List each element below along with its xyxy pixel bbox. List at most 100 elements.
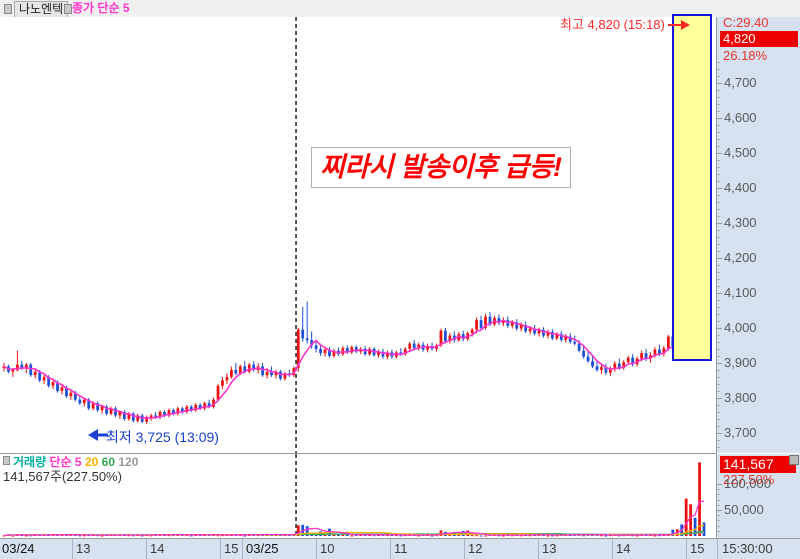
candle-body — [377, 351, 380, 356]
time-axis-separator — [72, 539, 73, 559]
candle-body — [519, 325, 523, 329]
time-axis-label: 14 — [150, 541, 165, 556]
candle-body — [386, 352, 389, 357]
volume-bar — [684, 498, 688, 536]
volume-bar — [479, 535, 483, 537]
time-axis-label: 12 — [468, 541, 483, 556]
price-axis-minor-tick — [717, 377, 720, 378]
price-axis-minor-tick — [717, 90, 720, 91]
candle-body — [546, 332, 550, 336]
price-axis-minor-tick — [717, 202, 720, 203]
candle-body — [283, 373, 287, 379]
candle-body — [172, 410, 175, 414]
candle-body — [653, 349, 657, 356]
volume-bar — [519, 535, 523, 537]
candle-body — [564, 336, 568, 340]
price-axis-tick — [717, 223, 722, 224]
candle-body — [15, 364, 19, 370]
symbol-name-box[interactable]: 나노엔텍 — [14, 1, 69, 18]
price-axis-minor-tick — [717, 146, 720, 147]
volume-ma5-line — [3, 500, 705, 537]
price-axis-minor-tick — [717, 384, 720, 385]
volume-bar — [140, 535, 144, 537]
candle-body — [515, 322, 519, 329]
candle-body — [323, 349, 327, 354]
candle-body — [234, 369, 238, 374]
price-axis-label: 4,100 — [724, 285, 757, 300]
price-axis-tick — [717, 83, 722, 84]
price-axis-minor-tick — [717, 237, 720, 238]
candle-body — [189, 406, 193, 411]
price-axis-tick — [717, 363, 722, 364]
candle-body — [29, 364, 33, 376]
price-axis[interactable]: C:29.40 4,820 26.18% 4,700 4,600 4,500 4,40… — [717, 17, 800, 453]
price-axis-minor-tick — [717, 111, 720, 112]
price-axis-minor-tick — [717, 426, 720, 427]
candle-body — [381, 351, 385, 357]
volume-axis[interactable]: 141,567 227.50% 50,000 100,000 — [717, 454, 800, 538]
price-axis-tick — [717, 153, 722, 154]
current-price-badge: 4,820 — [720, 31, 798, 47]
price-axis-minor-tick — [717, 370, 720, 371]
volume-axis-minor-tick — [717, 526, 720, 527]
candle-body — [33, 371, 37, 376]
volume-bar — [149, 535, 153, 537]
price-axis-tick — [717, 293, 722, 294]
candle-body — [617, 363, 621, 368]
candle-body — [158, 411, 162, 418]
price-axis-minor-tick — [717, 447, 720, 448]
time-axis-separator — [612, 539, 613, 559]
volume-bar — [702, 522, 706, 536]
callout-annotation: 찌라시 발송이후 급등! — [311, 147, 571, 188]
volume-panel-header: 거래량 단순 5 20 60 120 — [3, 455, 138, 469]
time-axis-separator — [464, 539, 465, 559]
volume-bar — [551, 535, 554, 537]
candle-body — [555, 334, 559, 339]
price-axis-minor-tick — [717, 97, 720, 98]
candle-body — [461, 334, 465, 340]
candle-body — [136, 415, 140, 421]
volume-toggle-icon[interactable] — [3, 456, 10, 465]
time-axis-separator — [242, 539, 243, 559]
candle-body — [533, 328, 536, 334]
price-axis-label: 4,300 — [724, 215, 757, 230]
price-axis-minor-tick — [717, 230, 720, 231]
price-chart-pane — [0, 17, 717, 454]
volume-bar — [582, 535, 585, 537]
indicator-toggle-icon[interactable] — [64, 4, 72, 14]
volume-bar — [332, 534, 336, 536]
volume-bar — [341, 534, 345, 536]
volume-bar — [689, 504, 693, 536]
candle-body — [225, 376, 229, 381]
candle-body — [180, 408, 184, 412]
candle-body — [528, 328, 532, 332]
ma-indicator-label[interactable]: 종가 단순 5 — [72, 1, 130, 15]
candle-body — [24, 364, 28, 369]
volume-bar — [604, 535, 608, 537]
candle-body — [60, 387, 64, 391]
candle-body — [149, 415, 153, 418]
volume-ma-5: 5 — [74, 455, 82, 469]
price-axis-minor-tick — [717, 160, 720, 161]
volume-badge-marker-icon[interactable] — [789, 455, 799, 465]
candle-body — [426, 346, 429, 350]
candle-body — [114, 408, 117, 416]
high-arrow-icon — [668, 20, 690, 30]
panel-toggle-icon[interactable] — [4, 4, 12, 14]
candle-body — [207, 403, 211, 407]
price-axis-minor-tick — [717, 181, 720, 182]
volume-bar — [394, 535, 398, 537]
candle-body — [595, 366, 599, 370]
candle-body — [604, 367, 608, 373]
candle-body — [270, 371, 273, 376]
low-arrow-icon — [88, 429, 108, 441]
candle-body — [82, 399, 86, 404]
candle-body — [658, 349, 661, 354]
candle-body — [448, 335, 452, 342]
price-axis-minor-tick — [717, 405, 720, 406]
price-axis-minor-tick — [717, 314, 720, 315]
volume-bar — [189, 535, 193, 537]
candle-body — [444, 330, 447, 342]
candle-body — [613, 363, 617, 370]
time-axis[interactable]: 03/24 13 14 15 03/25 10 11 12 13 14 15 15:30:00 — [0, 538, 800, 559]
